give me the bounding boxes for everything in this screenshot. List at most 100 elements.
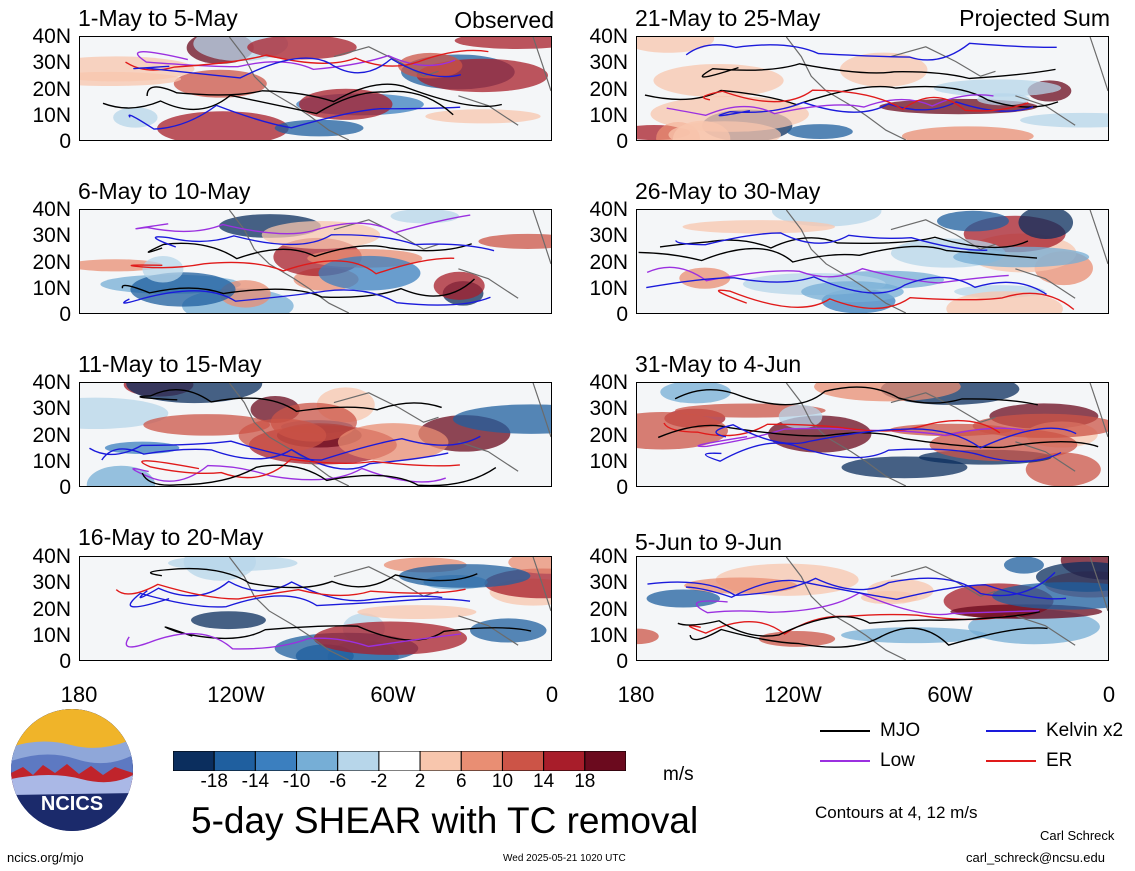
lat-label: 30N xyxy=(589,224,628,248)
lat-label: 0 xyxy=(616,303,628,326)
lon-label: 120W xyxy=(764,682,822,707)
lat-label: 20N xyxy=(589,250,628,274)
lat-label: 0 xyxy=(616,130,628,153)
lat-label: 0 xyxy=(616,476,628,499)
projected-sum-label: Projected Sum xyxy=(959,5,1110,31)
colorbar-tick: -6 xyxy=(329,771,347,792)
lat-label: 0 xyxy=(616,650,628,673)
lat-label: 10N xyxy=(32,449,71,473)
lat-label: 10N xyxy=(32,623,71,647)
lat-label: 30N xyxy=(32,51,71,75)
panel-title: 6-May to 10-May xyxy=(78,178,251,204)
lat-label: 40N xyxy=(32,545,71,568)
colorbar-bin xyxy=(460,751,503,771)
colorbar-bin xyxy=(501,751,545,771)
panel-title: 21-May to 25-May xyxy=(635,5,821,31)
colorbar-bin xyxy=(213,751,256,771)
panel-title: 11-May to 15-May xyxy=(78,351,262,377)
lat-label: 40N xyxy=(589,545,628,568)
colorbar-tick: 14 xyxy=(533,771,555,792)
lon-label: 0 xyxy=(545,682,559,707)
logo-text: NCICS xyxy=(40,793,104,815)
lat-label: 10N xyxy=(32,276,71,300)
lon-label: 180 xyxy=(60,682,98,707)
lon-label: 60W xyxy=(370,682,416,707)
colorbar-bin xyxy=(337,751,380,771)
lat-label: 20N xyxy=(32,77,71,101)
site-url: ncics.org/mjo xyxy=(7,850,84,865)
colorbar-tick: -10 xyxy=(282,771,311,792)
lat-label: 40N xyxy=(589,198,628,221)
contour-note: Contours at 4, 12 m/s xyxy=(815,803,978,822)
lat-label: 30N xyxy=(32,571,71,595)
colorbar xyxy=(173,751,626,771)
map-panel xyxy=(79,209,552,314)
map-panel xyxy=(79,36,552,141)
colorbar-tick: 10 xyxy=(491,771,514,792)
author-email: carl_schreck@ncsu.edu xyxy=(966,850,1105,865)
kelvin-line-swatch xyxy=(986,730,1036,732)
map-panel xyxy=(79,556,552,661)
lat-label: 40N xyxy=(32,25,71,48)
lat-label: 10N xyxy=(589,276,628,300)
legend-label: Low xyxy=(880,750,915,771)
map-panel xyxy=(636,382,1109,487)
colorbar-bin xyxy=(296,751,339,771)
lat-label: 20N xyxy=(32,423,71,447)
lat-label: 0 xyxy=(59,130,71,153)
lon-label: 60W xyxy=(927,682,973,707)
colorbar-tick: -18 xyxy=(200,771,228,792)
colorbar-bin xyxy=(419,751,462,771)
ncics-logo: NCICS xyxy=(11,709,133,831)
panel-title: 31-May to 4-Jun xyxy=(635,351,802,377)
lat-label: 20N xyxy=(589,77,628,101)
legend-label: MJO xyxy=(880,720,921,741)
er-line-swatch xyxy=(986,760,1036,762)
lat-label: 20N xyxy=(32,250,71,274)
colorbar-bin xyxy=(378,751,421,771)
lat-label: 0 xyxy=(59,476,71,499)
lat-label: 30N xyxy=(32,397,71,421)
author-name: Carl Schreck xyxy=(1040,828,1115,843)
legend-label: ER xyxy=(1046,750,1073,771)
panel-title: 5-Jun to 9-Jun xyxy=(635,529,783,555)
lat-label: 20N xyxy=(589,597,628,621)
map-panel xyxy=(636,556,1109,661)
lat-label: 40N xyxy=(32,198,71,221)
lat-label: 40N xyxy=(589,25,628,48)
chart-title: 5-day SHEAR with TC removal xyxy=(191,800,699,841)
observed-label: Observed xyxy=(454,7,554,33)
timestamp: Wed 2025-05-21 1020 UTC xyxy=(503,853,626,864)
units-label: m/s xyxy=(663,764,694,785)
lat-label: 0 xyxy=(59,650,71,673)
lat-label: 40N xyxy=(32,371,71,394)
mjo-line-swatch xyxy=(820,730,870,732)
panel-title: 1-May to 5-May xyxy=(78,5,238,31)
lat-label: 40N xyxy=(589,371,628,394)
colorbar-tick: 2 xyxy=(414,771,426,792)
panel-title: 16-May to 20-May xyxy=(78,524,264,550)
colorbar-tick: 18 xyxy=(574,771,596,792)
colorbar-bin xyxy=(254,751,298,771)
colorbar-bin xyxy=(584,751,626,771)
panel-title: 26-May to 30-May xyxy=(635,178,821,204)
low-line-swatch xyxy=(820,760,870,762)
colorbar-tick: -2 xyxy=(370,771,388,792)
colorbar-bin xyxy=(543,751,586,771)
map-panel xyxy=(79,382,552,487)
colorbar-bin xyxy=(173,751,215,771)
lon-label: 180 xyxy=(617,682,655,707)
map-panel xyxy=(636,209,1109,314)
lat-label: 0 xyxy=(59,303,71,326)
lat-label: 30N xyxy=(589,397,628,421)
lat-label: 30N xyxy=(32,224,71,248)
colorbar-tick: -14 xyxy=(241,771,270,792)
map-panel xyxy=(636,36,1109,141)
lon-label: 120W xyxy=(207,682,265,707)
lat-label: 30N xyxy=(589,51,628,75)
lat-label: 10N xyxy=(589,623,628,647)
colorbar-tick: 6 xyxy=(455,771,467,792)
lat-label: 10N xyxy=(589,449,628,473)
legend-label: Kelvin x2 xyxy=(1046,720,1124,741)
lon-label: 0 xyxy=(1102,682,1116,707)
